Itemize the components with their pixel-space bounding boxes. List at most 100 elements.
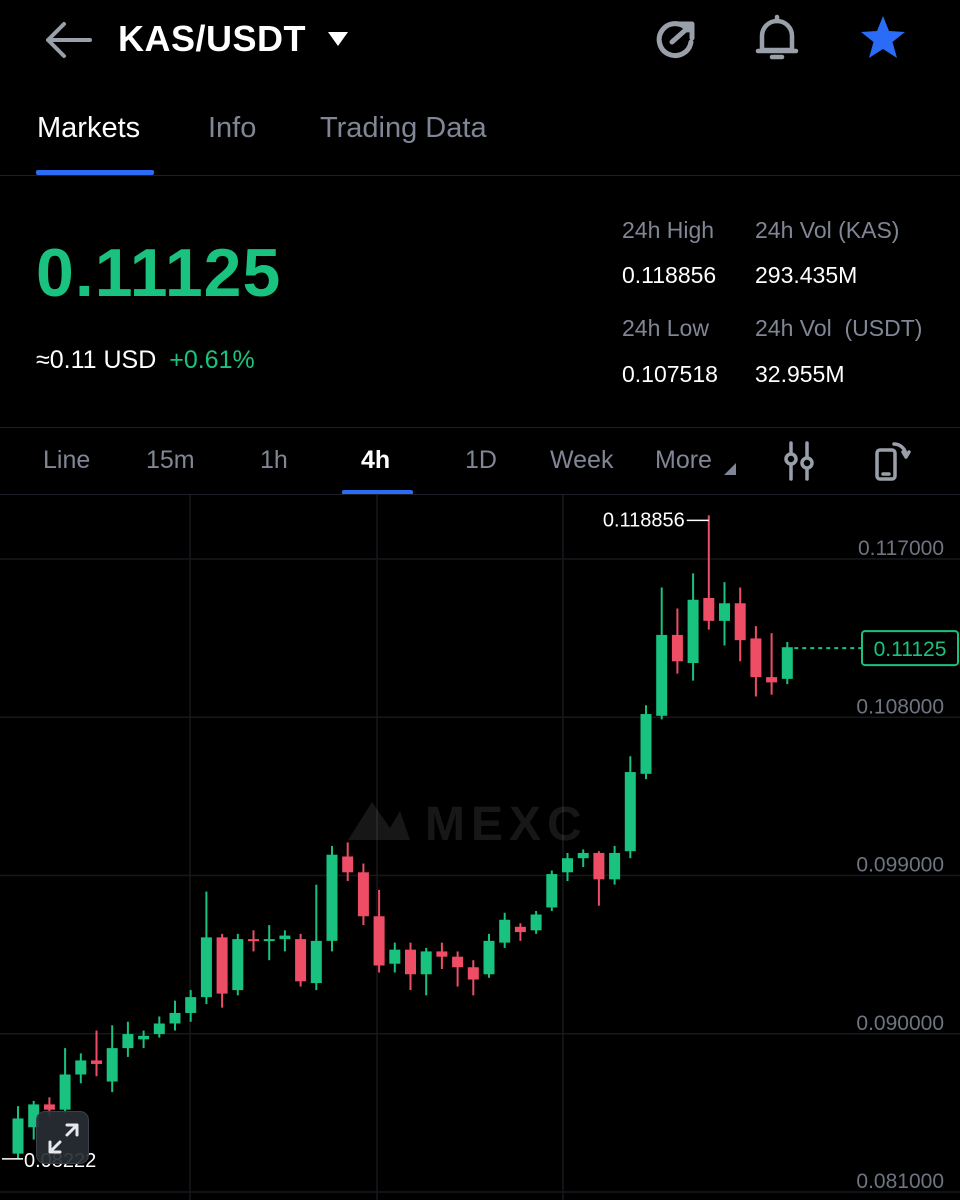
candle-body xyxy=(687,599,699,664)
dropdown-caret-icon[interactable] xyxy=(326,30,350,48)
candle-body xyxy=(750,638,762,678)
low-label: 24h Low xyxy=(622,315,709,341)
active-timeframe-indicator xyxy=(342,490,413,495)
candle-body xyxy=(185,997,197,1013)
candle-body xyxy=(75,1060,87,1075)
candle-body xyxy=(766,677,778,683)
candle-body xyxy=(310,940,322,984)
usd-unit: USD xyxy=(103,346,157,374)
price-subline: ≈0.11 USD +0.61% xyxy=(36,346,255,375)
candle-body xyxy=(734,603,746,641)
timeframe-1h[interactable]: 1h xyxy=(260,446,288,474)
candle-body xyxy=(436,951,448,957)
tab-divider xyxy=(0,175,960,176)
active-tab-indicator xyxy=(36,170,154,175)
candle-body xyxy=(656,634,668,716)
candle-body xyxy=(467,967,479,980)
candle-body xyxy=(405,949,416,975)
candle-body xyxy=(153,1023,165,1035)
candle-body xyxy=(671,634,683,662)
candle-body xyxy=(373,916,385,966)
y-tick-label: 0.090000 xyxy=(856,1012,944,1035)
candle-body xyxy=(106,1048,118,1082)
vol-base-value: 293.435M xyxy=(755,262,858,288)
timeframe-line[interactable]: Line xyxy=(43,446,91,474)
candle-body xyxy=(326,854,338,941)
current-price-label: 0.11125 xyxy=(874,638,947,661)
expand-icon xyxy=(48,1123,79,1154)
back-arrow-icon[interactable] xyxy=(40,20,94,60)
candle-body xyxy=(342,856,354,873)
more-caret-icon[interactable] xyxy=(723,462,737,476)
candle-body xyxy=(452,956,464,968)
y-tick-label: 0.081000 xyxy=(856,1170,944,1193)
indicator-settings-icon[interactable] xyxy=(782,440,816,482)
candle-body xyxy=(232,939,244,991)
candle-body xyxy=(781,647,793,679)
candle-body xyxy=(577,852,589,859)
candle-body xyxy=(593,852,605,880)
watermark: MEXC xyxy=(348,798,588,851)
low-value: 0.107518 xyxy=(622,361,718,387)
vol-quote-label: 24h Vol (USDT) xyxy=(755,315,923,341)
y-tick-label: 0.099000 xyxy=(856,854,944,877)
candle-body xyxy=(263,939,275,942)
candle-body xyxy=(169,1012,181,1024)
change-percent: +0.61% xyxy=(169,346,255,374)
candle-body xyxy=(483,940,495,975)
vol-quote-value: 32.955M xyxy=(755,361,845,387)
candle-body xyxy=(200,937,212,998)
candle-body xyxy=(59,1074,71,1110)
candle-body xyxy=(420,951,432,975)
candle-body xyxy=(28,1104,40,1128)
approx-usd: ≈0.11 xyxy=(36,346,97,374)
pair-title[interactable]: KAS/USDT xyxy=(118,18,307,59)
rotate-screen-icon[interactable] xyxy=(872,440,912,482)
candle-body xyxy=(43,1104,55,1110)
candle-body xyxy=(624,772,636,852)
timeframe-15m[interactable]: 15m xyxy=(146,446,195,474)
candle-body xyxy=(279,935,291,940)
candle-body xyxy=(389,949,401,964)
candle-body xyxy=(703,597,715,621)
candle-body xyxy=(562,858,573,873)
candle-body xyxy=(357,872,369,917)
refresh-icon[interactable] xyxy=(652,16,698,62)
high-marker-label: 0.118856 xyxy=(603,509,685,531)
watermark-text: MEXC xyxy=(425,798,588,851)
high-label: 24h High xyxy=(622,217,715,243)
candlestick-chart[interactable]: 0.117000 0.108000 0.099000 0.090000 0.081000… xyxy=(0,495,960,1200)
current-price-tag xyxy=(861,630,959,667)
watermark-logo xyxy=(348,802,410,840)
timeframe-4h[interactable]: 4h xyxy=(361,446,391,474)
candle-body xyxy=(640,714,652,774)
timeframe-more[interactable]: More xyxy=(655,446,712,474)
candle-body xyxy=(138,1035,150,1040)
ticker-divider xyxy=(0,427,960,428)
tab-info[interactable]: Info xyxy=(208,112,257,144)
tab-trading-data[interactable]: Trading Data xyxy=(320,112,487,144)
timeframe-1d[interactable]: 1D xyxy=(465,446,497,474)
candle-body xyxy=(514,926,526,933)
candle-body xyxy=(719,603,730,621)
y-tick-label: 0.117000 xyxy=(858,537,944,560)
candle-body xyxy=(91,1060,102,1064)
bell-icon[interactable] xyxy=(754,14,800,62)
candle-body xyxy=(609,852,621,880)
expand-button[interactable] xyxy=(36,1111,89,1164)
high-value: 0.118856 xyxy=(622,262,717,288)
candle-body xyxy=(216,937,228,994)
candle-body xyxy=(122,1034,134,1049)
candle-body xyxy=(546,874,558,908)
candle-body xyxy=(499,919,511,943)
star-icon[interactable] xyxy=(858,14,908,62)
candle-body xyxy=(530,914,542,931)
vol-base-label: 24h Vol (KAS) xyxy=(755,217,900,243)
candle-body xyxy=(248,939,259,942)
y-tick-label: 0.108000 xyxy=(856,695,944,718)
timeframe-week[interactable]: Week xyxy=(550,446,614,474)
last-price: 0.11125 xyxy=(36,235,282,311)
tab-markets[interactable]: Markets xyxy=(37,112,141,144)
candle-body xyxy=(12,1118,24,1154)
candle-body xyxy=(295,939,307,982)
